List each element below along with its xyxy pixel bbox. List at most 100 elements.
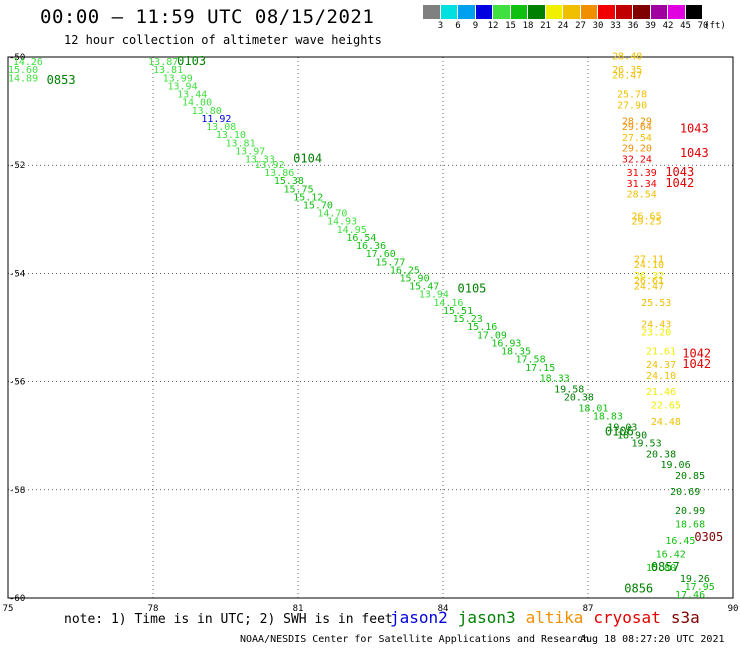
wave-height-value: 19.26 xyxy=(680,574,710,585)
wave-height-value: 25.53 xyxy=(641,298,671,309)
pass-time-label: 1043 xyxy=(680,146,709,160)
wave-height-value: 16.36 xyxy=(356,241,386,252)
legend-label: 42 xyxy=(662,21,674,31)
mission-legend: jason2 jason3 altika cryosat s3a xyxy=(390,608,710,627)
page-subtitle: 12 hour collection of altimeter wave hei… xyxy=(64,33,382,47)
wave-height-value: 13.44 xyxy=(177,90,207,101)
legend-labels: 3 6 9 12 15 18 21 24 27 30 33 36 39 42 45 70 (ft) xyxy=(423,19,726,33)
wave-height-value: 13.08 xyxy=(206,122,236,133)
legend-swatch xyxy=(615,5,633,19)
x-tick-label: 87 xyxy=(583,604,594,614)
wave-height-value: 26.65 xyxy=(632,211,662,222)
legend-swatch xyxy=(440,5,458,19)
wave-height-value: 18.90 xyxy=(617,430,647,441)
wave-height-value: 13.81 xyxy=(226,138,256,149)
credit-text: NOAA/NESDIS Center for Satellite Applica… xyxy=(240,634,590,645)
wave-height-value: 24.10 xyxy=(634,260,664,271)
color-legend: 3 6 9 12 15 18 21 24 27 30 33 36 39 42 45 70 (ft) xyxy=(423,5,726,33)
wave-height-value: 19.58 xyxy=(554,384,584,395)
wave-height-value: 13.97 xyxy=(235,146,265,157)
wave-height-value: 27.54 xyxy=(622,133,652,144)
wave-height-value: 19.53 xyxy=(632,439,662,450)
wave-height-value: 24.47 xyxy=(634,282,664,293)
wave-height-value: 32.24 xyxy=(622,154,652,165)
wave-height-value: 15.12 xyxy=(293,192,323,203)
wave-height-value: 17.09 xyxy=(477,330,507,341)
wave-height-value: 29.25 xyxy=(632,217,662,228)
page-title: 00:00 – 11:59 UTC 08/15/2021 xyxy=(40,6,375,28)
wave-height-value: 13.10 xyxy=(216,130,246,141)
legend-label: 9 xyxy=(472,21,479,31)
wave-height-value: 13.86 xyxy=(264,168,294,179)
pass-time-label: 1043 xyxy=(680,122,709,136)
legend-label: 24 xyxy=(557,21,569,31)
pass-time-label: 0305 xyxy=(694,530,723,544)
legend-label: 6 xyxy=(455,21,461,31)
map-frame xyxy=(7,56,734,599)
wave-height-value: 15.38 xyxy=(274,176,304,187)
wave-height-value: 17.95 xyxy=(685,582,715,593)
wave-height-value: 20.69 xyxy=(670,487,700,498)
wave-height-value: 19.06 xyxy=(661,460,691,471)
x-tick-label: 81 xyxy=(293,604,304,614)
legend-label: 3 xyxy=(437,21,444,31)
wave-height-value: 17.15 xyxy=(525,363,555,374)
legend-label: 36 xyxy=(627,21,639,31)
y-tick-label: -60 xyxy=(9,594,25,604)
wave-height-value: 15.47 xyxy=(409,282,439,293)
generation-timestamp: Aug 18 08:27:20 UTC 2021 xyxy=(580,634,725,645)
wave-height-value: 16.25 xyxy=(390,265,420,276)
y-tick-label: -58 xyxy=(9,486,25,496)
wave-height-value: 20.38 xyxy=(564,393,594,404)
wave-height-value: 17.58 xyxy=(516,355,546,366)
wave-height-value: 13.94 xyxy=(419,290,449,301)
wave-height-value: 15.51 xyxy=(443,306,473,317)
pass-time-label: 0106 xyxy=(605,425,634,439)
wave-height-value: 24.43 xyxy=(641,320,671,331)
mission-s3a: s3a xyxy=(670,608,700,627)
pass-time-label: 1042 xyxy=(665,176,694,190)
wave-height-value: 26.32 xyxy=(634,271,664,282)
pass-time-label: 1042 xyxy=(682,346,711,360)
wave-height-value: 15.23 xyxy=(453,314,483,325)
wave-height-value: 23.20 xyxy=(641,328,671,339)
legend-label: 30 xyxy=(592,21,604,31)
wave-height-value: 27.11 xyxy=(634,255,664,266)
x-tick-label: 75 xyxy=(3,604,14,614)
wave-height-value: 29.20 xyxy=(622,144,652,155)
wave-height-value: 14.16 xyxy=(433,298,463,309)
wave-height-value: 20.85 xyxy=(675,471,705,482)
wave-height-value: 20.99 xyxy=(675,506,705,517)
legend-swatches xyxy=(423,5,703,19)
map-grid xyxy=(7,56,734,599)
legend-swatch xyxy=(580,5,598,19)
y-tick-label: -54 xyxy=(9,269,25,279)
wave-height-value: 25.78 xyxy=(617,90,647,101)
legend-swatch xyxy=(598,5,616,19)
wave-height-value: 16.42 xyxy=(656,549,686,560)
wave-height-value: 31.39 xyxy=(627,168,657,179)
wave-height-value: 19.03 xyxy=(607,422,637,433)
mission-cryosat: cryosat xyxy=(593,608,661,627)
legend-swatch xyxy=(458,5,476,19)
wave-height-value: 18.68 xyxy=(675,520,705,531)
pass-time-label: 1042 xyxy=(682,357,711,371)
pass-time-label: 0104 xyxy=(293,151,322,165)
wave-height-value: 14.70 xyxy=(317,209,347,220)
wave-height-value: 31.34 xyxy=(627,179,657,190)
wave-height-value: 24.37 xyxy=(646,360,676,371)
pass-time-label: 0856 xyxy=(624,582,653,596)
legend-swatch xyxy=(650,5,668,19)
x-tick-label: 78 xyxy=(148,604,159,614)
legend-swatch xyxy=(668,5,686,19)
wave-height-value: 26.35 xyxy=(612,65,642,76)
wave-height-value: 13.99 xyxy=(163,73,193,84)
wave-height-value: 15.70 xyxy=(303,200,333,211)
wave-height-value: 27.90 xyxy=(617,100,647,111)
wave-height-value: 14.95 xyxy=(337,225,367,236)
legend-swatch xyxy=(510,5,528,19)
x-tick-label: 84 xyxy=(438,604,449,614)
pass-time-label: 0105 xyxy=(458,281,487,295)
wave-height-value: 11.92 xyxy=(201,114,231,125)
wave-height-value: 21.46 xyxy=(646,387,676,398)
